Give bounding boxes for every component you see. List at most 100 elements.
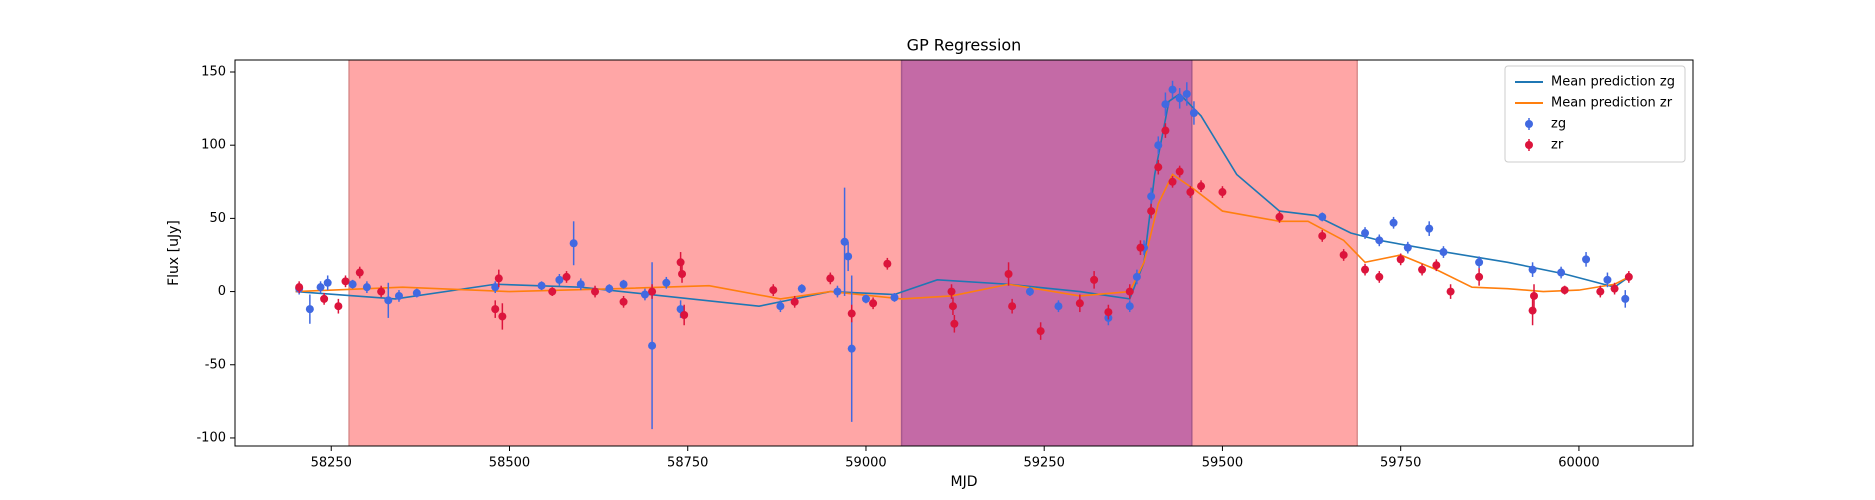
data-point [1036,327,1045,336]
data-point [1154,163,1163,172]
data-point [947,287,956,296]
data-point [295,283,304,292]
data-point [1318,212,1327,221]
data-point [648,287,657,296]
mean-line [295,173,1630,300]
data-point [1168,177,1177,186]
data-point [1132,272,1141,281]
data-point [1582,255,1591,264]
data-point [840,237,849,246]
data-point [648,341,657,350]
x-tick-label: 59500 [1202,456,1243,471]
data-point [861,294,870,303]
data-point [640,290,649,299]
data-point [826,274,835,283]
data-point [316,283,325,292]
data-point [591,287,600,296]
data-point [847,344,856,353]
data-point [1218,188,1227,197]
data-point [1528,265,1537,274]
axes-frame [234,59,1694,447]
data-point [1339,250,1348,259]
data-point [1418,265,1427,274]
y-tick-label: 100 [201,138,226,153]
shaded-span [349,60,1358,446]
y-tick-label: -100 [196,430,226,445]
legend-label: zg [1551,117,1566,132]
y-axis-label: Flux [uJy] [166,220,182,286]
data-point [348,280,357,289]
data-point [323,278,332,287]
data-point [1168,85,1177,94]
data-point [1197,182,1206,191]
data-point [341,277,350,286]
data-point [412,289,421,298]
data-point [1375,236,1384,245]
data-point [844,252,853,261]
data-point [769,286,778,295]
x-tick-label: 59000 [845,456,886,471]
data-point [1439,248,1448,257]
data-point [569,239,578,248]
data-point [1004,270,1013,279]
y-tick-label: -50 [205,357,226,372]
data-point [1175,94,1184,103]
data-point [678,270,687,279]
legend-label: zr [1551,138,1564,153]
data-point [1432,261,1441,270]
x-tick-label: 58500 [489,456,530,471]
data-point [847,309,856,318]
data-point [1621,294,1630,303]
data-point [1624,272,1633,281]
x-tick-label: 59250 [1024,456,1065,471]
data-point [1125,302,1134,311]
data-point [334,302,343,311]
data-point [1361,229,1370,238]
data-point [676,258,685,267]
data-point [1560,286,1569,295]
data-point [555,275,564,284]
data-point [619,297,628,306]
data-point [1596,287,1605,296]
data-point [797,284,806,293]
data-point [1475,272,1484,281]
data-point [890,293,899,302]
data-point [776,302,785,311]
data-point [1530,291,1539,300]
legend-box [1504,65,1686,163]
data-point [1403,243,1412,252]
x-tick-label: 58750 [667,456,708,471]
data-point [1375,272,1384,281]
data-point [1318,231,1327,240]
data-point [1189,108,1198,117]
data-point [305,305,314,314]
data-point [1275,212,1284,221]
data-point [1475,258,1484,267]
data-point [576,280,585,289]
data-point [662,278,671,287]
data-point [377,287,386,296]
data-point [680,310,689,319]
data-point [1147,207,1156,216]
data-point [1425,224,1434,233]
data-point [494,274,503,283]
data-point [790,297,799,306]
data-point [833,287,842,296]
data-point [491,283,500,292]
data-point [1603,275,1612,284]
legend-swatch [1525,141,1533,149]
data-point [1075,299,1084,308]
data-point [384,296,393,305]
x-axis-label: MJD [951,474,978,490]
data-point [605,284,614,293]
data-point [548,287,557,296]
data-point [869,299,878,308]
data-point [676,305,685,314]
data-point [950,319,959,328]
data-point [1054,302,1063,311]
data-point [1025,287,1034,296]
data-point [320,294,329,303]
data-point [1008,302,1017,311]
chart-title: GP Regression [907,36,1022,55]
data-point [1182,89,1191,98]
